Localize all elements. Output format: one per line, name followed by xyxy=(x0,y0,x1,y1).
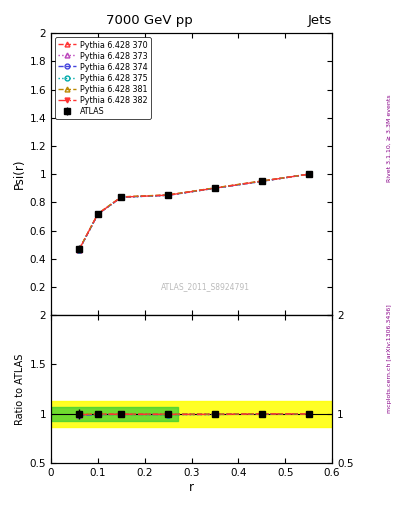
X-axis label: r: r xyxy=(189,481,194,494)
Pythia 6.428 370 xyxy=(166,192,171,198)
Line: Pythia 6.428 373: Pythia 6.428 373 xyxy=(77,172,311,252)
Pythia 6.428 370 xyxy=(306,171,311,177)
Pythia 6.428 373 xyxy=(213,185,217,191)
Pythia 6.428 374 xyxy=(259,178,264,184)
Pythia 6.428 374 xyxy=(306,171,311,177)
Pythia 6.428 373 xyxy=(259,178,264,184)
Text: 7000 GeV pp: 7000 GeV pp xyxy=(106,14,193,27)
Pythia 6.428 381 xyxy=(213,185,217,191)
Line: Pythia 6.428 381: Pythia 6.428 381 xyxy=(77,172,311,251)
Pythia 6.428 382 xyxy=(119,194,124,200)
Line: Pythia 6.428 382: Pythia 6.428 382 xyxy=(77,172,311,252)
Legend: Pythia 6.428 370, Pythia 6.428 373, Pythia 6.428 374, Pythia 6.428 375, Pythia 6: Pythia 6.428 370, Pythia 6.428 373, Pyth… xyxy=(55,37,151,119)
Y-axis label: Psi(r): Psi(r) xyxy=(13,159,26,189)
Pythia 6.428 375 xyxy=(306,171,311,177)
Line: Pythia 6.428 375: Pythia 6.428 375 xyxy=(77,172,311,252)
Pythia 6.428 370 xyxy=(213,185,217,191)
Pythia 6.428 381 xyxy=(259,178,264,184)
Pythia 6.428 370 xyxy=(259,178,264,184)
Pythia 6.428 373 xyxy=(77,247,82,253)
Y-axis label: Ratio to ATLAS: Ratio to ATLAS xyxy=(15,353,26,425)
Pythia 6.428 374 xyxy=(213,185,217,191)
Pythia 6.428 381 xyxy=(306,171,311,177)
Pythia 6.428 375 xyxy=(77,247,82,253)
Text: mcplots.cern.ch [arXiv:1306.3436]: mcplots.cern.ch [arXiv:1306.3436] xyxy=(387,304,392,413)
Pythia 6.428 370 xyxy=(95,211,100,217)
Pythia 6.428 374 xyxy=(95,211,100,217)
Text: Rivet 3.1.10, ≥ 3.3M events: Rivet 3.1.10, ≥ 3.3M events xyxy=(387,94,392,182)
Text: Jets: Jets xyxy=(308,14,332,27)
Pythia 6.428 381 xyxy=(95,210,100,217)
Pythia 6.428 374 xyxy=(119,194,124,200)
Pythia 6.428 370 xyxy=(77,246,82,252)
Pythia 6.428 382 xyxy=(259,178,264,184)
Pythia 6.428 382 xyxy=(77,246,82,252)
Pythia 6.428 375 xyxy=(95,211,100,217)
Pythia 6.428 382 xyxy=(213,185,217,191)
Line: Pythia 6.428 370: Pythia 6.428 370 xyxy=(77,172,311,252)
Pythia 6.428 381 xyxy=(166,192,171,198)
Pythia 6.428 374 xyxy=(77,247,82,253)
Pythia 6.428 381 xyxy=(77,246,82,252)
Pythia 6.428 382 xyxy=(166,192,171,198)
Text: ATLAS_2011_S8924791: ATLAS_2011_S8924791 xyxy=(161,283,250,291)
Pythia 6.428 381 xyxy=(119,194,124,200)
Pythia 6.428 373 xyxy=(306,171,311,177)
Pythia 6.428 373 xyxy=(119,194,124,200)
Line: Pythia 6.428 374: Pythia 6.428 374 xyxy=(77,172,311,252)
Pythia 6.428 374 xyxy=(166,192,171,198)
Pythia 6.428 375 xyxy=(259,178,264,184)
Pythia 6.428 373 xyxy=(166,192,171,198)
Pythia 6.428 370 xyxy=(119,194,124,200)
Pythia 6.428 373 xyxy=(95,211,100,217)
Pythia 6.428 375 xyxy=(166,192,171,198)
Pythia 6.428 375 xyxy=(213,185,217,191)
Pythia 6.428 375 xyxy=(119,194,124,200)
Pythia 6.428 382 xyxy=(95,211,100,217)
Pythia 6.428 382 xyxy=(306,171,311,177)
